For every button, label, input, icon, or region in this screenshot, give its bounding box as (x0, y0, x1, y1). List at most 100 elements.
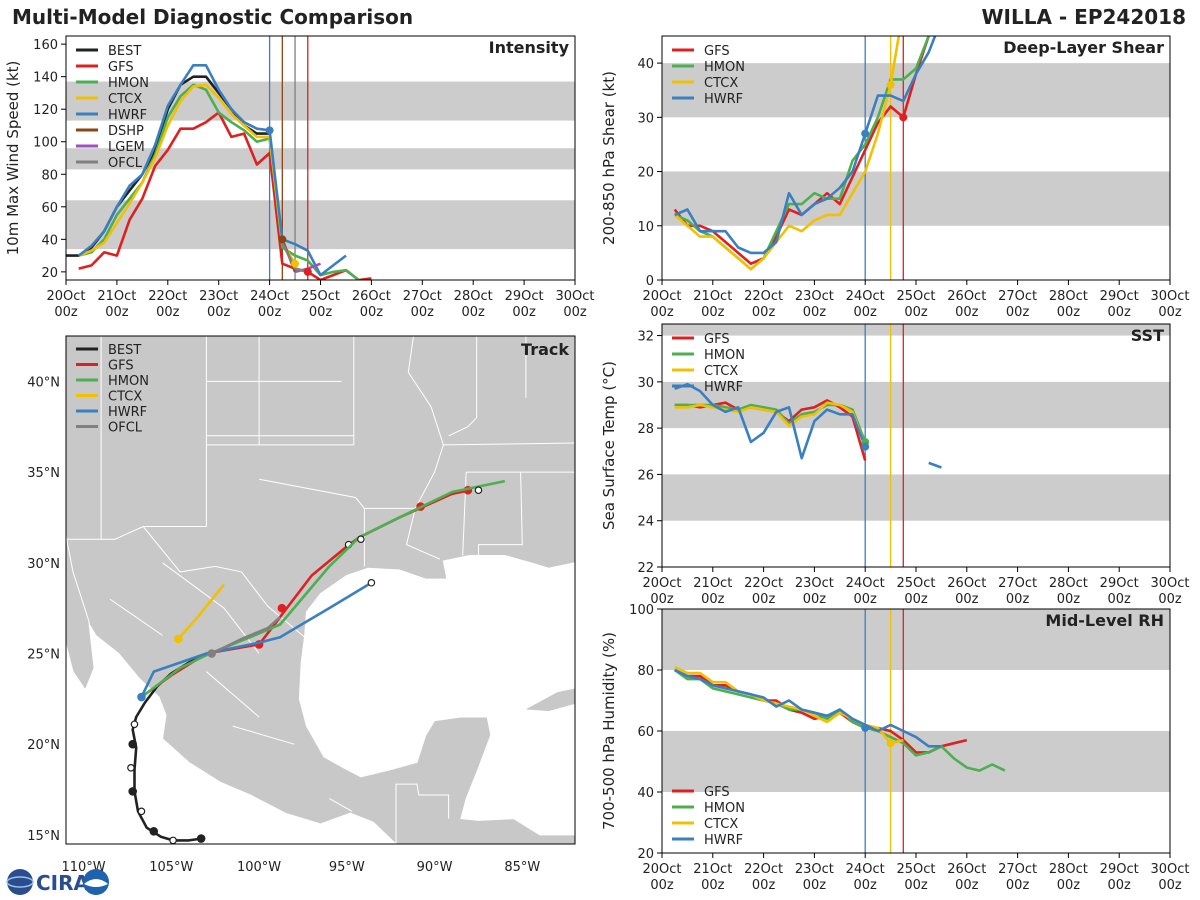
rh-ytick-label: 60 (637, 725, 654, 740)
rh-xtick-label-hour: 00z (650, 878, 674, 893)
track-point-ctcx (174, 634, 183, 644)
shear-xtick-label-hour: 00z (1108, 305, 1132, 320)
intensity-xtick-label: 20Oct (46, 289, 85, 304)
border-line (66, 526, 207, 540)
border-line (232, 725, 295, 745)
sst-panel: 22242628303220Oct00z21Oct00z22Oct00z23Oc… (600, 323, 1190, 607)
rh-band-0 (662, 731, 1170, 792)
rh-marker-hwrf (861, 723, 870, 732)
rh-xtick-label-hour: 00z (701, 878, 725, 893)
shear-xtick-label: 20Oct (642, 289, 681, 304)
shear-xtick-label: 24Oct (846, 289, 885, 304)
intensity-ylabel: 10m Max Wind Speed (kt) (4, 61, 22, 256)
track-point-gfs (277, 603, 287, 613)
shear-xtick-label-hour: 00z (650, 305, 674, 320)
rh-xtick-label: 21Oct (693, 862, 732, 877)
logo-text: CIRA (36, 871, 90, 895)
rh-series-gfs (674, 668, 968, 754)
sst-ytick-label: 26 (637, 468, 654, 483)
border-line (443, 442, 575, 446)
shear-xtick-label: 23Oct (795, 289, 834, 304)
rh-xtick-label: 29Oct (1100, 862, 1139, 877)
rh-xtick-label-hour: 00z (955, 878, 979, 893)
track-xtick-label: 105°W (149, 860, 193, 875)
track-point-ofcl (207, 649, 216, 658)
intensity-legend-label-ctcx: CTCX (108, 92, 142, 107)
border-line (395, 783, 450, 844)
intensity-xtick-label-hour: 00z (54, 305, 78, 320)
rh-xtick-label-hour: 00z (752, 878, 776, 893)
track-legend-label-hmon: HMON (108, 374, 149, 389)
track-hmon (140, 479, 506, 699)
sst-xtick-label-hour: 00z (803, 592, 827, 607)
shear-title: Deep-Layer Shear (1003, 38, 1164, 57)
intensity-band-2 (66, 81, 575, 121)
shear-ytick-label: 30 (637, 111, 654, 126)
track-legend-label-gfs: GFS (108, 359, 134, 374)
intensity-xtick-label: 21Oct (97, 289, 136, 304)
baja-peninsula (66, 535, 95, 691)
page-title: Multi-Model Diagnostic Comparison (12, 5, 414, 29)
rh-xtick-label-hour: 00z (803, 878, 827, 893)
border-line (109, 598, 163, 636)
sst-ytick-label: 22 (637, 561, 654, 576)
intensity-series (66, 64, 372, 280)
sst-xtick-label: 24Oct (846, 576, 885, 591)
intensity-series-ofcl (281, 242, 309, 274)
sst-band-0 (662, 474, 1170, 521)
intensity-marker-ctcx (291, 259, 300, 268)
cira-logo: CIRA (4, 866, 114, 898)
shear-xtick-label: 27Oct (998, 289, 1037, 304)
shear-marker-ctcx (886, 80, 895, 89)
rh-legend-label-gfs: GFS (704, 785, 730, 800)
sst-ytick-label: 24 (637, 515, 654, 530)
rh-xtick-label: 23Oct (795, 862, 834, 877)
shear-legend-label-hwrf: HWRF (704, 92, 743, 107)
intensity-marker-dshp (278, 235, 287, 244)
shear-series-ctcx (673, 36, 901, 271)
shear-xtick-label-hour: 00z (955, 305, 979, 320)
track-ofcl (211, 616, 281, 655)
intensity-xtick-label: 30Oct (555, 289, 594, 304)
rh-xtick-label-hour: 00z (854, 878, 878, 893)
rh-ytick-label: 80 (637, 664, 654, 679)
track-ytick-label: 30°N (27, 557, 60, 572)
intensity-marker-gfs (303, 267, 312, 276)
track-title: Track (521, 340, 569, 359)
sst-legend-label-hwrf: HWRF (704, 380, 743, 395)
shear-ytick-label: 20 (637, 166, 654, 181)
shear-xtick-label-hour: 00z (752, 305, 776, 320)
track-point-best (149, 827, 159, 836)
sst-legend-label-gfs: GFS (704, 332, 730, 347)
track-map (66, 336, 575, 844)
sst-series-hwrf (928, 461, 942, 469)
intensity-series-gfs (78, 111, 372, 280)
globe-icon (7, 869, 33, 895)
border-line (448, 336, 478, 437)
shear-legend-label-gfs: GFS (704, 44, 730, 59)
sst-band-1 (662, 381, 1170, 429)
intensity-xtick-label: 24Oct (250, 289, 289, 304)
sst-series-hwrf (674, 382, 867, 460)
shear-series (673, 36, 937, 271)
track-ytick-label: 25°N (27, 648, 60, 663)
intensity-band-0 (66, 200, 575, 250)
sst-xtick-label: 23Oct (795, 576, 834, 591)
intensity-xtick-label-hour: 00z (360, 305, 384, 320)
rh-title: Mid-Level RH (1045, 611, 1164, 630)
sst-xtick-label-hour: 00z (650, 592, 674, 607)
shear-xtick-label: 26Oct (947, 289, 986, 304)
intensity-xtick-label: 22Oct (148, 289, 187, 304)
shear-xtick-label-hour: 00z (803, 305, 827, 320)
land-mass (66, 336, 575, 844)
intensity-xtick-label-hour: 00z (156, 305, 180, 320)
rh-xtick-label-hour: 00z (1006, 878, 1030, 893)
sst-xtick-label-hour: 00z (701, 592, 725, 607)
sst-xtick-label: 26Oct (947, 576, 986, 591)
shear-xtick-label: 21Oct (693, 289, 732, 304)
intensity-series-hmon (78, 83, 360, 280)
sst-xtick-label: 28Oct (1049, 576, 1088, 591)
